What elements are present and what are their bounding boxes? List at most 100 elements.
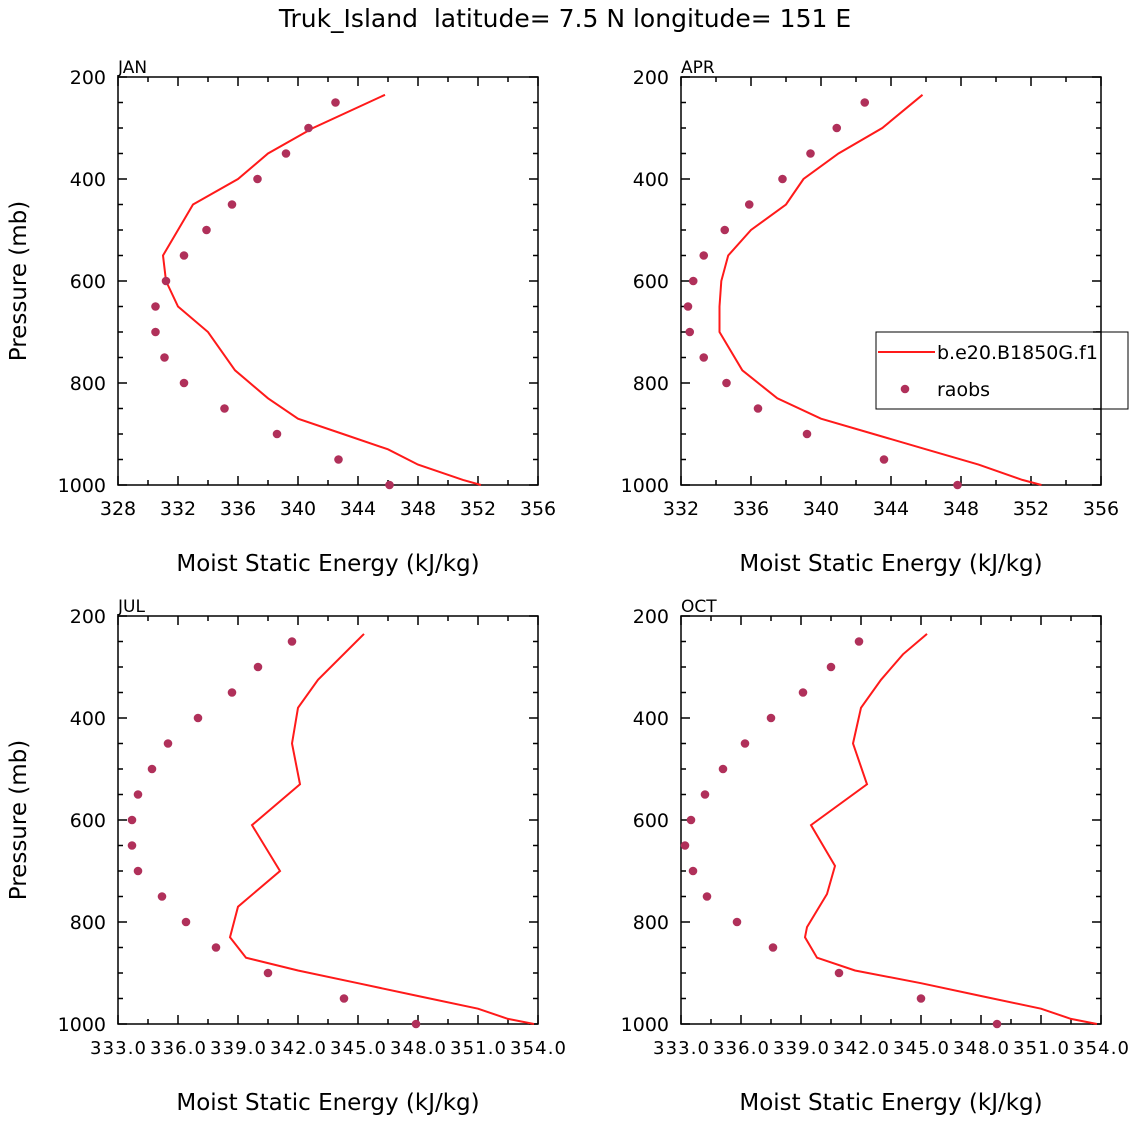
obs-point xyxy=(699,251,709,260)
y-tick-label: 400 xyxy=(633,708,669,730)
obs-point xyxy=(202,225,211,235)
x-tick-label: 348.0 xyxy=(953,1038,1009,1059)
model-line xyxy=(718,94,1042,486)
y-tick-label: 800 xyxy=(70,912,106,934)
obs-point xyxy=(688,866,698,876)
obs-point xyxy=(702,892,712,901)
obs-point xyxy=(879,455,889,464)
x-tick-label: 336 xyxy=(733,498,769,520)
y-tick-label: 400 xyxy=(633,169,669,191)
y-tick-label: 200 xyxy=(633,606,669,628)
obs-point xyxy=(281,149,291,158)
obs-point xyxy=(253,174,262,184)
plot-frame xyxy=(680,76,1102,486)
x-tick-label: 348 xyxy=(400,498,436,520)
obs-point xyxy=(744,200,754,209)
obs-point xyxy=(992,1019,1002,1029)
x-tick-label: 342.0 xyxy=(270,1038,326,1059)
y-tick-label: 600 xyxy=(70,810,106,832)
model-line xyxy=(803,633,1098,1025)
obs-point xyxy=(227,688,237,697)
x-tick-label: 344 xyxy=(340,498,376,520)
obs-point xyxy=(127,841,137,850)
panel-label: JAN xyxy=(117,58,147,78)
y-tick-label: 800 xyxy=(633,912,669,934)
figure-title: Truk_Island latitude= 7.5 N longitude= 1… xyxy=(278,4,851,33)
obs-point xyxy=(272,429,282,439)
obs-point xyxy=(339,994,349,1003)
obs-point xyxy=(181,917,191,927)
panel-label: APR xyxy=(681,58,715,78)
obs-point xyxy=(179,378,189,388)
legend-obs-swatch xyxy=(900,384,910,394)
x-tick-label: 336.0 xyxy=(150,1038,206,1059)
obs-point xyxy=(916,994,926,1003)
obs-point xyxy=(127,815,137,825)
x-tick-label: 348.0 xyxy=(390,1038,446,1059)
y-tick-label: 1000 xyxy=(621,475,669,497)
obs-point xyxy=(834,968,844,978)
obs-point xyxy=(722,378,731,388)
obs-point xyxy=(331,98,340,107)
x-tick-label: 356 xyxy=(520,498,556,520)
obs-point xyxy=(220,404,229,413)
x-tick-label: 352 xyxy=(460,498,496,520)
obs-point xyxy=(151,302,160,311)
obs-point xyxy=(685,327,695,337)
y-tick-label: 400 xyxy=(70,169,106,191)
x-tick-label: 342.0 xyxy=(833,1038,889,1059)
x-tick-label: 339.0 xyxy=(210,1038,266,1059)
x-tick-label: 352 xyxy=(1013,498,1049,520)
obs-point xyxy=(700,790,710,799)
y-tick-label: 1000 xyxy=(58,475,106,497)
obs-point xyxy=(686,815,696,825)
obs-point xyxy=(732,917,742,927)
x-tick-label: 345.0 xyxy=(893,1038,949,1059)
x-tick-label: 332 xyxy=(663,498,699,520)
x-tick-label: 328 xyxy=(100,498,136,520)
x-tick-label: 344 xyxy=(873,498,909,520)
panel-label: JUL xyxy=(117,597,145,617)
obs-point xyxy=(860,98,870,107)
y-tick-label: 200 xyxy=(70,606,106,628)
obs-point xyxy=(798,688,808,697)
obs-point xyxy=(151,327,160,337)
x-axis-label: Moist Static Energy (kJ/kg) xyxy=(739,1090,1042,1116)
model-line xyxy=(228,633,535,1025)
x-tick-label: 333.0 xyxy=(653,1038,709,1059)
obs-point xyxy=(854,637,864,646)
obs-point xyxy=(157,892,167,901)
y-tick-label: 600 xyxy=(633,271,669,293)
x-axis-label: Moist Static Energy (kJ/kg) xyxy=(739,551,1042,577)
y-axis-label: Pressure (mb) xyxy=(6,201,32,361)
obs-point xyxy=(227,200,237,209)
obs-point xyxy=(953,480,962,490)
x-tick-label: 354.0 xyxy=(1073,1038,1129,1059)
obs-point xyxy=(778,174,787,184)
legend-box xyxy=(875,331,1129,410)
legend: b.e20.B1850G.f1 raobs xyxy=(875,331,1129,410)
y-tick-label: 1000 xyxy=(621,1014,669,1036)
obs-point xyxy=(147,764,157,774)
x-tick-label: 336 xyxy=(220,498,256,520)
obs-point xyxy=(753,404,763,413)
y-tick-label: 800 xyxy=(70,373,106,395)
y-axis-label: Pressure (mb) xyxy=(6,740,32,900)
x-tick-label: 333.0 xyxy=(90,1038,146,1059)
obs-point xyxy=(160,353,169,362)
y-tick-label: 400 xyxy=(70,708,106,730)
obs-point xyxy=(718,764,728,774)
x-tick-label: 351.0 xyxy=(1013,1038,1069,1059)
obs-point xyxy=(179,251,189,260)
obs-point xyxy=(287,637,297,646)
obs-point xyxy=(385,480,394,490)
obs-point xyxy=(334,455,343,464)
legend-model-label: b.e20.B1850G.f1 xyxy=(937,342,1098,364)
obs-point xyxy=(163,739,173,748)
x-tick-label: 332 xyxy=(160,498,196,520)
obs-point xyxy=(304,123,313,133)
x-tick-label: 339.0 xyxy=(773,1038,829,1059)
